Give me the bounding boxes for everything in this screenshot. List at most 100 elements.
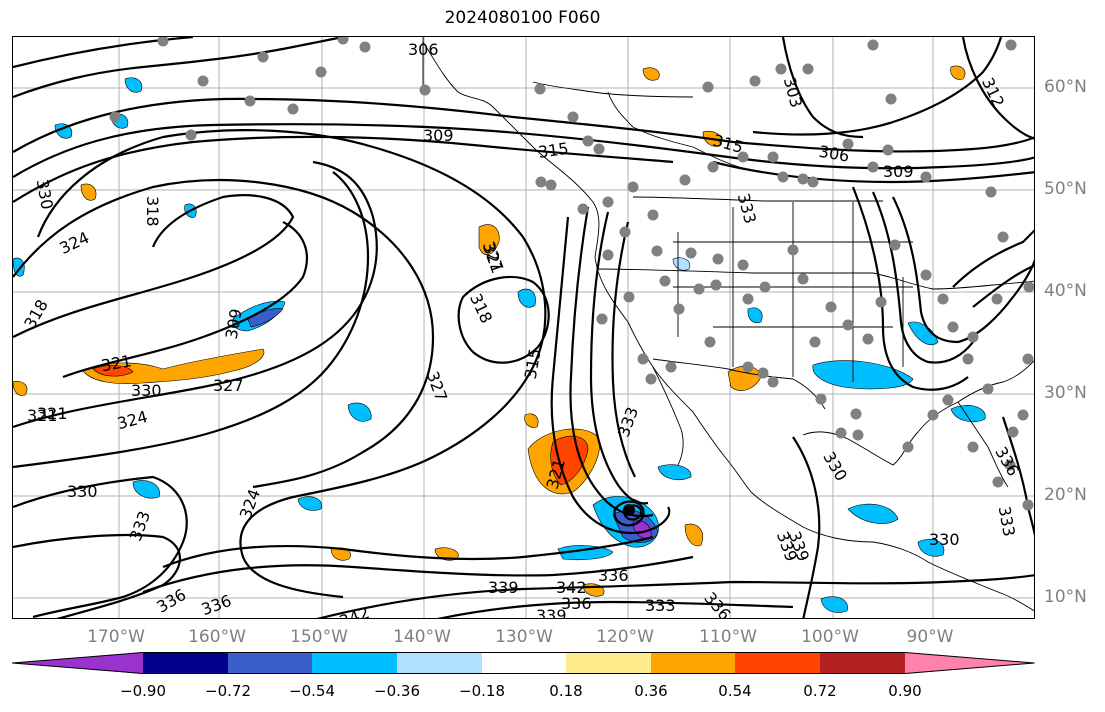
coastlines-and-borders	[422, 37, 1034, 612]
contour-line	[613, 500, 645, 527]
station-marker	[962, 353, 974, 365]
contour-line	[13, 97, 1034, 153]
station-marker	[920, 269, 932, 281]
contour-line	[752, 37, 1003, 136]
station-marker	[759, 281, 771, 293]
anomaly-patch	[917, 538, 945, 557]
station-marker	[1004, 459, 1016, 471]
contour-label: 336	[199, 591, 234, 619]
station-marker	[1023, 281, 1034, 293]
station-marker	[419, 84, 431, 96]
contour-label: 330	[819, 448, 851, 484]
contour-label: 318	[143, 196, 162, 227]
anomaly-patch	[82, 348, 265, 384]
colorbar-tick-label: 0.54	[718, 682, 752, 700]
station-marker	[1022, 499, 1034, 511]
contour-line	[13, 533, 181, 618]
station-marker	[842, 319, 854, 331]
station-marker	[889, 239, 901, 251]
station-marker	[991, 293, 1003, 305]
coastline	[957, 401, 1009, 488]
station-marker	[673, 303, 685, 315]
station-marker	[797, 273, 809, 285]
longitude-label-140w: 140°W	[393, 627, 451, 647]
station-marker	[534, 83, 546, 95]
map-panel[interactable]: 306 303 312 309 315 315 306 309 333 318 330 324 318 3…	[12, 36, 1035, 619]
contour-label: 303	[780, 75, 806, 109]
station-marker	[157, 37, 169, 47]
contour-label: 330	[929, 530, 960, 549]
contour-label: 333	[614, 404, 642, 439]
station-marker	[623, 291, 635, 303]
contour-line	[952, 229, 1034, 288]
contour-line	[36, 129, 547, 599]
contour-label: 306	[408, 40, 439, 59]
contour-line	[13, 123, 1034, 178]
contour-label: 336	[153, 585, 189, 617]
coastline	[750, 491, 1034, 612]
station-marker	[797, 173, 809, 185]
longitude-label-170w: 170°W	[87, 627, 145, 647]
station-marker	[807, 176, 819, 188]
contour-line	[13, 171, 370, 469]
contour-line	[142, 555, 694, 594]
height-contours	[13, 37, 1034, 618]
anomaly-patch	[297, 496, 322, 511]
station-marker	[825, 301, 837, 313]
station-marker	[850, 408, 862, 420]
colorbar-segment	[143, 652, 228, 674]
station-marker	[867, 161, 879, 173]
colorbar-tick-label: 0.90	[888, 682, 922, 700]
station-marker	[875, 296, 887, 308]
contour-label: 327	[213, 376, 244, 395]
latitude-label-50n: 50°N	[1044, 179, 1087, 199]
station-marker	[742, 293, 754, 305]
contour-label: 315	[521, 347, 545, 380]
contour-line	[162, 535, 654, 569]
colorbar-segment	[228, 652, 312, 674]
map-title: 2024080100 F060	[444, 8, 601, 28]
longitude-label-110w: 110°W	[699, 627, 757, 647]
station-marker	[902, 441, 914, 453]
contour-label: 342	[556, 578, 587, 597]
colorbar-tick-label: −0.36	[374, 682, 420, 700]
station-marker	[997, 231, 1009, 243]
station-marker	[967, 331, 979, 343]
coastline	[802, 360, 1034, 466]
colorbar-tick-label: −0.72	[205, 682, 251, 700]
station-marker	[937, 293, 949, 305]
contour-label: 333	[126, 508, 154, 543]
cyclone-center	[623, 504, 635, 516]
longitude-label-160w: 160°W	[188, 627, 246, 647]
station-marker	[619, 226, 631, 238]
contour-label: 309	[883, 162, 914, 181]
anomaly-patch	[524, 413, 539, 428]
colorbar-tick-label: −0.54	[289, 682, 335, 700]
station-marker	[982, 383, 994, 395]
contour-label: 309	[423, 126, 454, 145]
colorbar-extend-max	[905, 652, 1035, 674]
station-marker	[602, 196, 614, 208]
contour-label: 333	[734, 191, 760, 225]
station-marker	[577, 203, 589, 215]
contour-line	[792, 436, 821, 618]
colorbar-segment	[312, 652, 397, 674]
contour-line	[13, 194, 295, 338]
station-marker	[693, 283, 705, 295]
contour-label: 318	[466, 291, 496, 327]
station-marker	[257, 51, 269, 63]
station-marker	[920, 171, 932, 183]
station-marker	[287, 103, 299, 115]
station-marker	[1022, 353, 1034, 365]
colorbar-segment	[735, 652, 820, 674]
station-marker	[1005, 39, 1017, 51]
station-marker	[777, 171, 789, 183]
contour-label: 330	[131, 381, 162, 400]
station-marker	[679, 174, 691, 186]
station-marker	[627, 181, 639, 193]
station-marker	[947, 321, 959, 333]
contour-label: 342	[337, 603, 372, 619]
contour-line	[611, 221, 636, 478]
station-marker	[582, 135, 594, 147]
